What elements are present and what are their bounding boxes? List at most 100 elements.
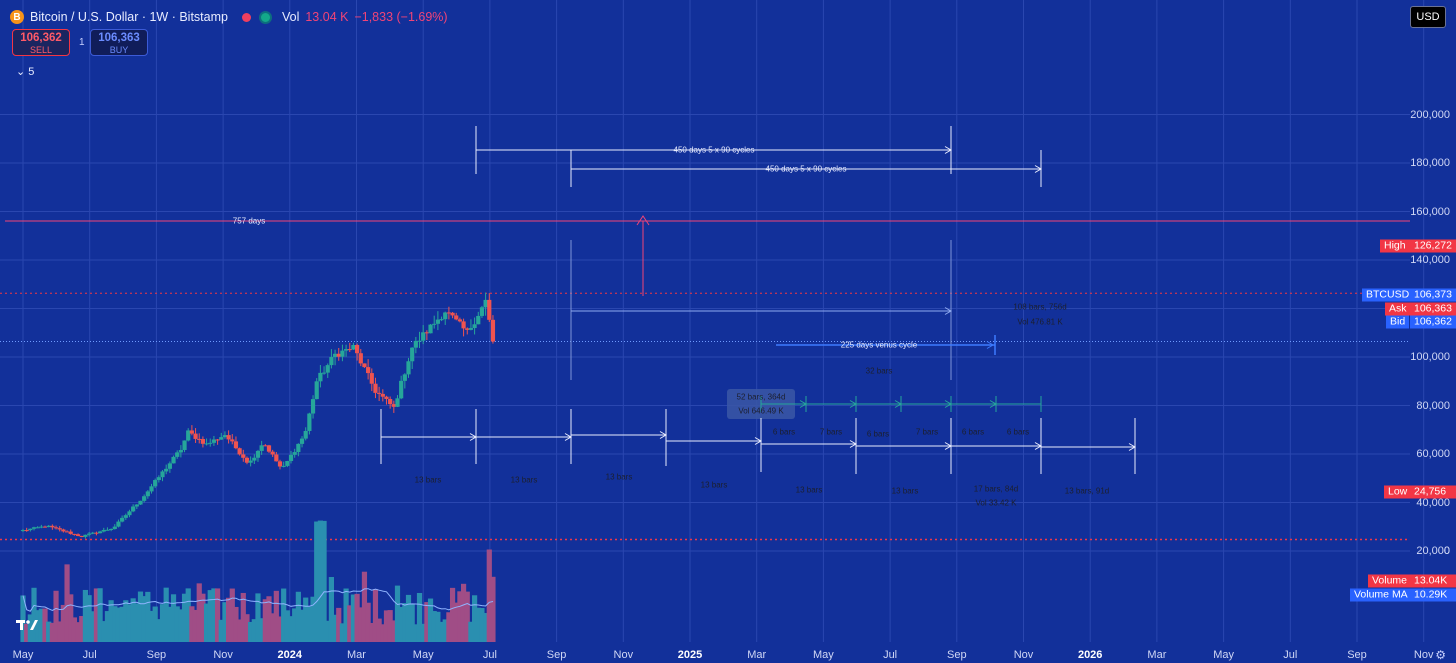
volume-bar [295,591,301,642]
candle [388,398,393,405]
bars-6-label: 6 bars [961,427,985,437]
candle [443,312,448,320]
volume-bar [240,592,246,642]
volume-bar [248,621,254,642]
volume-bar [299,609,305,642]
volume-bar [306,606,312,642]
bars-6-label: 6 bars [1006,427,1030,437]
candle [230,439,235,442]
candle [138,500,143,505]
candle [109,528,114,530]
candle [197,438,202,440]
volume-bar [214,588,221,642]
volume-bar [174,606,180,642]
volume-legend-value: 13.04 K [305,10,349,24]
bars-52-label: 52 bars, 364d [736,392,786,402]
candle [75,534,81,537]
candle [296,443,301,453]
candle [39,526,44,528]
indicators-toggle[interactable]: ⌄ 5 [16,65,34,78]
volume-bar [314,521,320,642]
settings-gear-icon[interactable]: ⚙ [1435,648,1446,662]
volume-bar [218,619,224,642]
candle [61,529,66,532]
volume-bar [259,618,265,642]
volume-bar [57,621,63,642]
candle [299,438,305,444]
volume-bar [464,591,470,642]
time-axis-label: Sep [546,649,567,661]
volume-bar [405,594,412,642]
symbol-title[interactable]: Bitcoin / U.S. Dollar · 1W · Bitstamp [30,10,228,24]
candle [241,454,246,458]
last-price-tag: 106,373 [1410,288,1456,302]
candle [222,435,228,438]
volume-bar [273,590,279,642]
candle [120,517,125,522]
volume-bar [141,596,147,642]
volume-bar [64,564,70,642]
tradingview-logo-icon[interactable] [16,618,40,632]
candle [417,340,422,342]
candle [450,312,455,316]
candle [131,506,136,512]
candle [435,319,440,324]
candle [413,340,418,348]
candle [35,527,40,529]
volume-bar [130,598,136,642]
volume-bar [207,590,213,642]
buy-button[interactable]: 106,363 BUY [90,29,148,56]
order-quantity[interactable]: 1 [79,37,85,48]
candle [461,321,466,329]
ask-tag-label: Ask [1385,302,1411,316]
volume-bar [281,588,287,642]
time-axis-label: Mar [347,649,366,661]
candle [182,440,187,451]
candle [391,404,396,407]
candle [226,435,231,440]
sell-button[interactable]: 106,362 SELL [12,29,70,56]
currency-select[interactable]: USD [1410,6,1446,28]
bid-tag-value: 106,362 [1410,315,1456,329]
high-tag-value: 126,272 [1410,239,1456,253]
high-tag-label: High [1380,239,1410,253]
candle [343,349,349,351]
volume-bar [328,577,335,642]
candle [424,332,429,334]
candle [94,532,99,534]
candle [351,344,356,350]
volume-bar [237,619,243,642]
volume-bar [387,610,393,642]
time-axis-label: Sep [1347,649,1367,661]
time-axis-label: Mar [747,649,767,661]
candle [377,392,382,394]
candle [274,454,279,462]
candle [476,315,481,325]
volume-bar [394,585,401,642]
time-axis-label: Jul [82,649,97,661]
time-axis-label: 2026 [1077,649,1103,661]
price-axis-label: 40,000 [1416,496,1450,509]
volume-bar [31,587,37,642]
vol-17-label: Vol 33.42 K [975,498,1017,508]
candle [329,356,334,366]
volume-bar [372,589,379,642]
volume-bar [350,594,357,642]
time-axis-label: Jul [883,649,898,661]
candle [277,461,283,467]
volume-bar [409,604,415,642]
volume-legend-label: Vol [281,10,300,24]
volume-bar [82,589,89,642]
time-axis-label: Mar [1147,649,1167,661]
volume-bar [20,595,26,642]
volume-bar [192,609,199,642]
volume-bar [339,623,346,642]
volume-bar [203,603,210,642]
volume-ma-line [22,588,494,612]
volume-bar [292,608,298,642]
volume-bar [332,614,338,642]
bars-17-label: 17 bars, 84d [973,484,1019,494]
candle [186,430,191,441]
